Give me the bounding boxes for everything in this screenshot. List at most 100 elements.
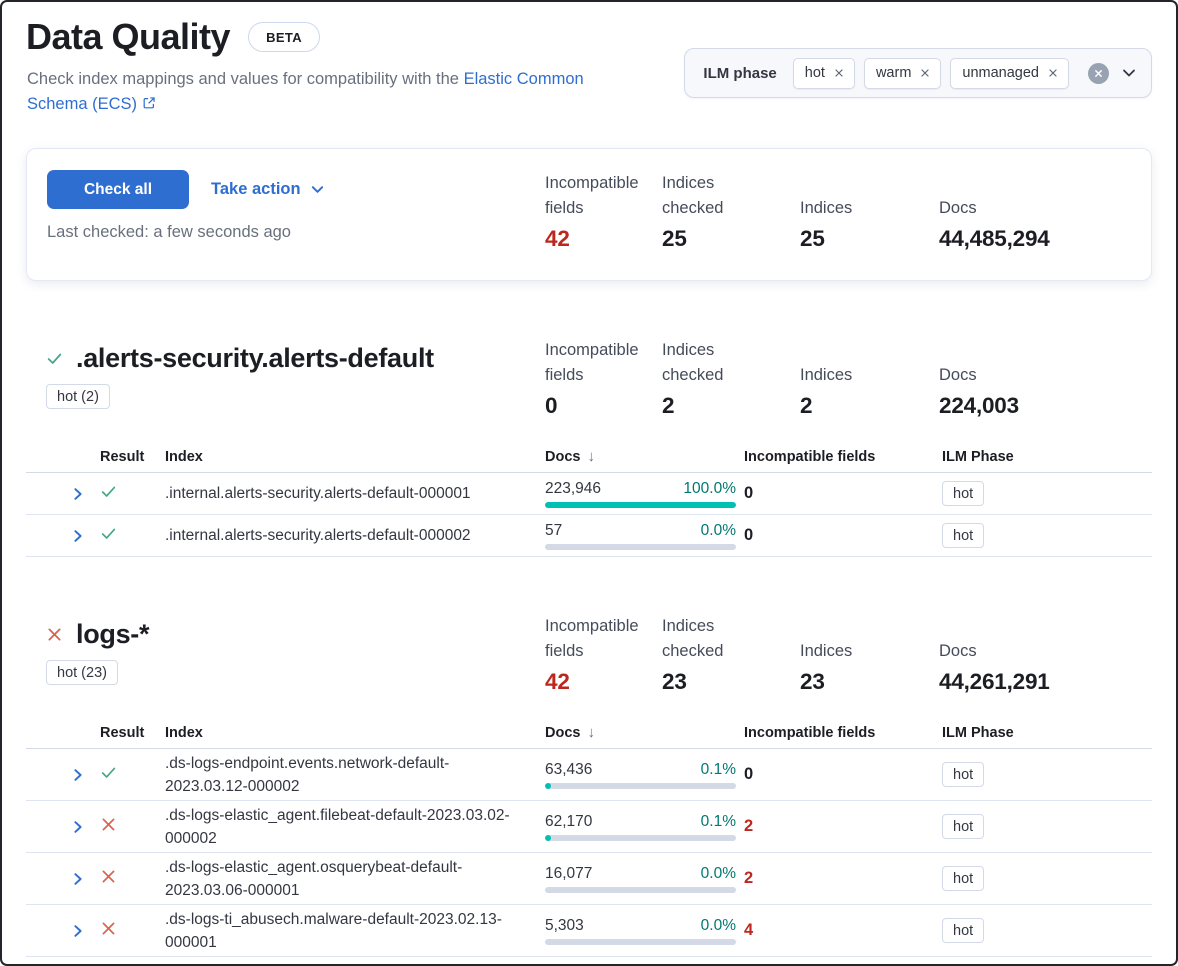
filter-label: ILM phase — [703, 64, 777, 82]
chevron-down-icon — [310, 182, 325, 197]
docs-count: 16,077 — [545, 864, 593, 882]
expand-row-button[interactable] — [71, 924, 85, 938]
stat-label: Indices checked — [662, 341, 724, 384]
pass-icon — [100, 764, 117, 781]
filter-tag-unmanaged[interactable]: unmanaged — [950, 57, 1069, 89]
docs-percent: 0.1% — [700, 812, 736, 830]
remove-tag-icon[interactable] — [833, 67, 845, 79]
docs-percent: 100.0% — [683, 479, 736, 497]
docs-progress-bar — [545, 938, 736, 945]
docs-count: 63,436 — [545, 760, 593, 778]
docs-percent: 0.0% — [700, 521, 736, 539]
stat-value: 23 — [662, 669, 687, 694]
table-header: Result Index Docs ↓ Incompatible fields I… — [26, 441, 1152, 473]
stat-label: Indices checked — [662, 617, 724, 660]
fail-icon — [100, 920, 117, 937]
pattern-stats: Incompatible fields 42 Indices checked 23 … — [545, 613, 1152, 695]
col-docs-sort[interactable]: Docs ↓ — [545, 724, 595, 741]
incompatible-count: 0 — [744, 765, 754, 783]
docs-percent: 0.1% — [700, 760, 736, 778]
indices-table: Result Index Docs ↓ Incompatible fields I… — [26, 441, 1152, 557]
stat-value: 23 — [800, 669, 825, 694]
pass-icon — [46, 350, 63, 367]
stat-label: Docs — [939, 642, 977, 660]
expand-row-button[interactable] — [71, 487, 85, 501]
summary-card: Check all Take action Last checked: a fe… — [26, 148, 1152, 281]
stat-label: Indices — [800, 199, 853, 217]
expand-row-button[interactable] — [71, 529, 85, 543]
stat-value: 224,003 — [939, 393, 1019, 418]
expand-row-button[interactable] — [71, 768, 85, 782]
filter-tag-hot[interactable]: hot — [792, 57, 855, 89]
docs-count: 223,946 — [545, 479, 602, 497]
last-checked-text: Last checked: a few seconds ago — [47, 223, 291, 241]
stat-value: 42 — [545, 226, 570, 251]
ilm-phase-badge: hot — [942, 523, 985, 548]
stat-label: Indices — [800, 366, 853, 384]
docs-progress-bar — [545, 543, 736, 550]
table-row: .ds-logs-ti_abusech.malware-default-2023… — [26, 905, 1152, 957]
ilm-phase-filter[interactable]: ILM phase hot warm unmanaged — [684, 48, 1152, 98]
sort-desc-icon: ↓ — [587, 724, 595, 741]
stat-value: 44,485,294 — [939, 226, 1050, 251]
check-all-button[interactable]: Check all — [47, 170, 189, 209]
pattern-stats: Incompatible fields 0 Indices checked 2 In… — [545, 337, 1152, 419]
incompatible-count: 2 — [744, 817, 754, 835]
col-docs-sort[interactable]: Docs ↓ — [545, 448, 595, 465]
stat-value: 42 — [545, 669, 570, 694]
col-incompatible: Incompatible fields — [744, 724, 876, 741]
remove-tag-icon[interactable] — [919, 67, 931, 79]
docs-count: 5,303 — [545, 916, 584, 934]
incompatible-count: 2 — [744, 869, 754, 887]
index-name: .ds-logs-elastic_agent.osquerybeat-defau… — [165, 858, 463, 899]
docs-progress-bar — [545, 886, 736, 893]
index-name: .ds-logs-endpoint.events.network-default… — [165, 754, 450, 795]
table-row: .ds-logs-elastic_agent.osquerybeat-defau… — [26, 853, 1152, 905]
stat-value: 2 — [662, 393, 675, 418]
fail-icon — [100, 868, 117, 885]
table-row: .ds-logs-elastic_agent.filebeat-default-… — [26, 801, 1152, 853]
col-ilm: ILM Phase — [942, 724, 1014, 741]
expand-row-button[interactable] — [71, 872, 85, 886]
stat-label: Docs — [939, 199, 977, 217]
incompatible-count: 4 — [744, 921, 754, 939]
table-row: .ds-logs-endpoint.events.network-default… — [26, 749, 1152, 801]
index-name: .internal.alerts-security.alerts-default… — [165, 527, 471, 544]
ilm-phase-badge: hot — [942, 762, 985, 787]
col-result: Result — [100, 448, 145, 465]
pattern-title: logs-* — [76, 619, 150, 649]
page-header: Data Quality BETA Check index mappings a… — [2, 2, 1176, 118]
summary-stats: Incompatible fields 42 Indices checked 25 … — [545, 170, 1130, 260]
take-action-menu[interactable]: Take action — [211, 180, 325, 199]
stat-value: 0 — [545, 393, 558, 418]
docs-progress-bar — [545, 834, 736, 841]
index-name: .ds-logs-elastic_agent.filebeat-default-… — [165, 806, 510, 847]
ilm-phase-badge: hot — [942, 918, 985, 943]
remove-tag-icon[interactable] — [1047, 67, 1059, 79]
stat-value: 25 — [662, 226, 687, 251]
docs-count: 62,170 — [545, 812, 593, 830]
docs-count: 57 — [545, 521, 563, 539]
description-text: Check index mappings and values for comp… — [27, 70, 459, 88]
incompatible-count: 0 — [744, 526, 754, 544]
stat-value: 44,261,291 — [939, 669, 1050, 694]
filter-tag-warm[interactable]: warm — [863, 57, 942, 89]
stat-value: 2 — [800, 393, 813, 418]
fail-icon — [46, 626, 63, 643]
ilm-summary-badge: hot (23) — [46, 660, 118, 685]
ecs-link[interactable]: Elastic Common Schema (ECS) — [27, 70, 584, 113]
beta-badge: BETA — [248, 22, 321, 52]
external-link-icon — [142, 93, 156, 118]
ilm-phase-badge: hot — [942, 866, 985, 891]
table-row: .internal.alerts-security.alerts-default… — [26, 515, 1152, 557]
clear-filter-button[interactable] — [1088, 62, 1109, 84]
col-incompatible: Incompatible fields — [744, 448, 876, 465]
docs-progress-bar — [545, 501, 736, 508]
ilm-phase-badge: hot — [942, 481, 985, 506]
chevron-down-icon[interactable] — [1121, 65, 1137, 81]
ilm-phase-badge: hot — [942, 814, 985, 839]
docs-percent: 0.0% — [700, 916, 736, 934]
expand-row-button[interactable] — [71, 820, 85, 834]
page-title: Data Quality — [26, 16, 231, 57]
pattern-title: .alerts-security.alerts-default — [76, 343, 434, 373]
